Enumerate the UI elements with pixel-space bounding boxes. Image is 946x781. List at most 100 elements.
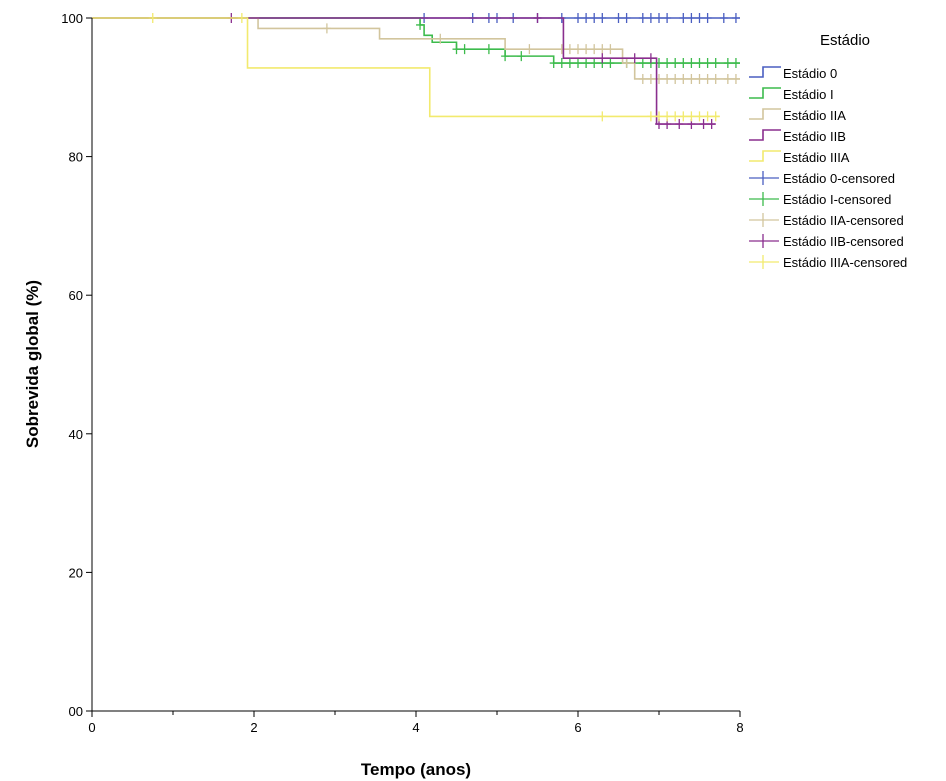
censor-mark	[557, 58, 566, 69]
censor-mark	[671, 58, 680, 69]
censor-mark	[237, 13, 246, 23]
censor-mark	[687, 73, 696, 84]
y-tick-label: 60	[69, 288, 83, 303]
censor-mark	[598, 44, 607, 55]
censor-mark	[606, 58, 615, 69]
censor-mark	[731, 73, 740, 84]
censor-mark	[436, 33, 445, 44]
censor-mark	[679, 73, 688, 84]
censor-mark	[598, 53, 607, 64]
legend-entry: Estádio IIB	[749, 129, 846, 144]
censor-mark	[703, 58, 712, 69]
legend-censor-swatch	[749, 234, 779, 248]
legend-entry: Estádio IIIA-censored	[749, 255, 907, 270]
censor-mark	[655, 13, 663, 23]
censor-mark	[590, 13, 599, 23]
y-tick-label: 20	[69, 565, 83, 580]
x-axis-title: Tempo (anos)	[361, 760, 471, 779]
censor-mark	[614, 13, 623, 23]
y-axis-title: Sobrevida global (%)	[23, 280, 42, 448]
legend-line-swatch	[749, 66, 781, 78]
series-1	[92, 17, 740, 69]
censor-mark	[638, 13, 647, 23]
legend-label: Estádio IIB	[783, 129, 846, 144]
censor-mark	[711, 58, 720, 69]
y-tick-label: 80	[69, 150, 83, 165]
censor-mark	[517, 51, 526, 62]
x-tick-label: 8	[736, 720, 743, 735]
legend-label: Estádio I	[783, 87, 834, 102]
series-3	[92, 13, 716, 130]
censor-mark	[574, 44, 582, 55]
censor-mark	[663, 73, 672, 84]
censor-mark	[671, 111, 680, 122]
censor-mark	[687, 58, 696, 69]
censor-mark	[533, 13, 542, 23]
censor-mark	[703, 13, 712, 23]
survival-curve	[92, 17, 740, 64]
survival-curve	[92, 17, 716, 125]
censor-mark	[699, 119, 708, 130]
censor-mark	[416, 19, 425, 30]
legend-entry: Estádio IIIA	[749, 150, 850, 165]
censor-mark	[638, 58, 647, 69]
censor-mark	[582, 44, 591, 55]
x-tick-label: 4	[412, 720, 419, 735]
censor-mark	[695, 73, 704, 84]
censor-mark	[675, 119, 684, 130]
censor-mark	[460, 44, 469, 55]
legend-label: Estádio IIB-censored	[783, 234, 904, 249]
censor-mark	[687, 111, 696, 122]
censor-mark	[646, 73, 655, 84]
censor-mark	[452, 44, 461, 55]
x-ticks: 0 2 4 6 8	[88, 711, 744, 735]
censor-mark	[707, 119, 716, 130]
censor-mark	[484, 44, 493, 55]
y-tick-label: 00	[69, 704, 83, 719]
censor-mark	[655, 111, 663, 122]
legend-label: Estádio IIA-censored	[783, 213, 904, 228]
x-tick-label: 0	[88, 720, 95, 735]
legend-censor-swatch	[749, 171, 779, 185]
legend-censor-swatch	[749, 192, 779, 206]
plot-area	[92, 13, 740, 130]
censor-mark	[663, 111, 672, 122]
legend-line-swatch	[749, 87, 781, 99]
legend-label: Estádio 0	[783, 66, 837, 81]
censor-mark	[638, 73, 647, 84]
censor-mark	[622, 13, 631, 23]
y-ticks: 00 20 40 60 80 100	[61, 11, 92, 719]
censor-mark	[723, 58, 732, 69]
censor-mark	[671, 73, 680, 84]
censor-mark	[646, 111, 655, 122]
censor-mark	[622, 58, 631, 69]
censor-mark	[501, 51, 510, 62]
y-tick-label: 40	[69, 427, 83, 442]
censor-mark	[679, 111, 688, 122]
censor-mark	[711, 73, 720, 84]
censor-mark	[565, 58, 574, 69]
survival-curve	[92, 17, 740, 80]
legend-label: Estádio I-censored	[783, 192, 891, 207]
censor-mark	[663, 58, 672, 69]
censor-mark	[646, 13, 655, 23]
censor-mark	[590, 58, 599, 69]
censor-mark	[322, 23, 331, 34]
censor-mark	[557, 44, 566, 55]
legend-entry: Estádio 0-censored	[749, 171, 895, 186]
legend-label: Estádio IIIA-censored	[783, 255, 907, 270]
censor-mark	[549, 58, 558, 69]
legend-entry: Estádio IIB-censored	[749, 234, 904, 249]
legend-entries: Estádio 0 Estádio I Estádio IIA Estádio IIB…	[749, 66, 907, 270]
legend-entry: Estádio IIA	[749, 108, 846, 123]
axes	[91, 18, 740, 712]
y-tick-label: 100	[61, 11, 83, 26]
survival-curve	[92, 17, 720, 118]
censor-mark	[687, 13, 696, 23]
censor-mark	[695, 13, 704, 23]
censor-mark	[574, 58, 582, 69]
censor-mark	[598, 111, 607, 122]
censor-mark	[646, 53, 655, 64]
legend-label: Estádio IIIA	[783, 150, 850, 165]
